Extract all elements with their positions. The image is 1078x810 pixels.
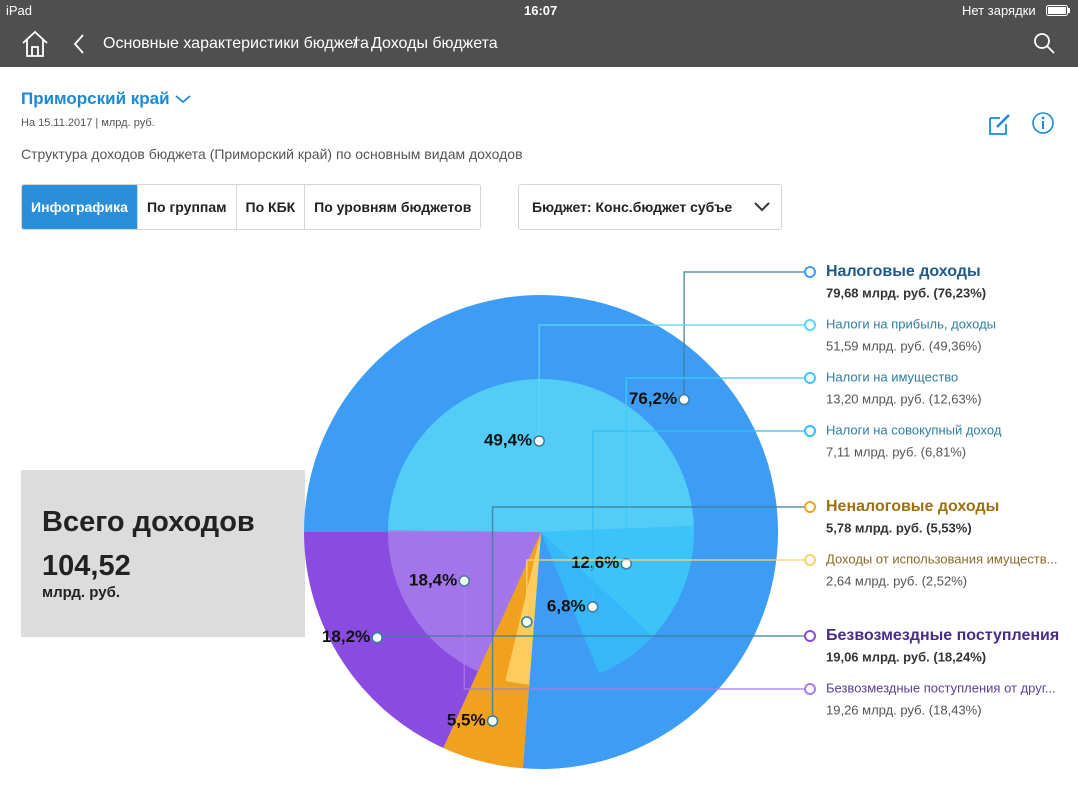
legend-item: Налоги на прибыль, доходы bbox=[826, 316, 996, 331]
description: Структура доходов бюджета (Приморский кр… bbox=[21, 146, 523, 162]
tab[interactable]: По группам bbox=[136, 185, 236, 229]
breadcrumb-link[interactable]: Основные характеристики бюджета bbox=[103, 35, 369, 52]
data-label: 49,4% bbox=[484, 431, 532, 450]
data-label: 5,5% bbox=[447, 710, 486, 729]
label-marker bbox=[486, 715, 499, 727]
data-label: 76,2% bbox=[629, 389, 677, 408]
legend-marker bbox=[804, 372, 816, 384]
legend-detail: 51,59 млрд. руб. (49,36%) bbox=[826, 338, 982, 353]
tab[interactable]: Инфографика bbox=[22, 185, 137, 229]
label-marker bbox=[620, 557, 633, 570]
tab-bar: Инфографика По группам По КБК По уровням бю… bbox=[21, 184, 482, 230]
legend-marker bbox=[804, 425, 816, 437]
top-bar: iPad 16:07 Нет зарядки Основные характер… bbox=[0, 0, 1078, 67]
legend-item: Доходы от использования имуществ... bbox=[826, 551, 1057, 566]
legend-item: Налоги на совокупный доход bbox=[826, 422, 1002, 437]
legend-marker bbox=[804, 630, 816, 642]
pie-sub-slice bbox=[505, 532, 541, 685]
tab[interactable]: По уровням бюджетов bbox=[304, 185, 481, 229]
connector-line bbox=[526, 559, 805, 622]
legend-group: Налоговые доходы bbox=[826, 263, 981, 280]
total-label: Всего доходов bbox=[42, 506, 255, 538]
legend-group: Безвозмездные поступления bbox=[826, 627, 1059, 644]
connector-line bbox=[538, 324, 805, 442]
legend-group: Неналоговые доходы bbox=[826, 498, 999, 515]
legend-detail: 19,06 млрд. руб. (18,24%) bbox=[826, 649, 986, 664]
battery-icon bbox=[1046, 5, 1070, 16]
legend-detail: 2,64 млрд. руб. (2,52%) bbox=[826, 573, 967, 588]
pie-sub-slice bbox=[388, 378, 694, 532]
connector-line bbox=[625, 377, 805, 564]
data-label: 18,4% bbox=[409, 570, 457, 589]
region-select[interactable]: Приморский край bbox=[21, 89, 192, 109]
connector-line bbox=[591, 430, 805, 607]
edit-button[interactable] bbox=[987, 111, 1013, 137]
chevron bbox=[754, 202, 770, 212]
breadcrumb-current: Доходы бюджета bbox=[371, 35, 498, 52]
legend-item: Налоги на имущество bbox=[826, 369, 958, 384]
legend-item: Безвозмездные поступления от друг... bbox=[826, 680, 1056, 695]
search-button[interactable] bbox=[1033, 32, 1057, 56]
legend-detail: 79,68 млрд. руб. (76,23%) bbox=[826, 285, 986, 300]
legend-detail: 7,11 млрд. руб. (6,81%) bbox=[826, 444, 966, 459]
connector-line bbox=[683, 271, 805, 400]
total-box bbox=[21, 470, 305, 637]
legend-marker bbox=[804, 319, 816, 331]
legend-detail: 13,20 млрд. руб. (12,63%) bbox=[826, 391, 982, 406]
home-button[interactable] bbox=[20, 28, 50, 58]
date-unit: На 15.11.2017 | млрд. руб. bbox=[21, 117, 155, 129]
legend-detail: 5,78 млрд. руб. (5,53%) bbox=[826, 520, 972, 535]
budget-dropdown[interactable]: Бюджет: Конс.бюджет субъе bbox=[518, 184, 782, 230]
budget-label: Бюджет: Конс.бюджет субъе bbox=[532, 199, 733, 215]
info-button[interactable] bbox=[1031, 111, 1057, 137]
total-unit: млрд. руб. bbox=[42, 584, 121, 601]
legend-marker bbox=[804, 266, 816, 278]
label-marker bbox=[533, 435, 545, 447]
data-label: 6,8% bbox=[547, 596, 586, 615]
device-name: iPad bbox=[6, 3, 33, 18]
data-label: 12,6% bbox=[571, 553, 619, 572]
label-marker bbox=[521, 616, 533, 628]
label-marker bbox=[458, 575, 471, 587]
breadcrumb-separator: / bbox=[353, 35, 358, 52]
connector-line bbox=[463, 580, 805, 690]
legend-marker bbox=[804, 554, 816, 566]
legend-marker bbox=[804, 683, 816, 695]
data-label: 18,2% bbox=[322, 627, 370, 646]
chevron bbox=[175, 95, 191, 104]
region-name: Приморский край bbox=[21, 89, 170, 108]
pie-sub-slice bbox=[541, 532, 653, 674]
back-button[interactable] bbox=[72, 33, 86, 55]
clock: 16:07 bbox=[524, 3, 558, 18]
label-marker bbox=[371, 631, 383, 644]
tab[interactable]: По КБК bbox=[235, 185, 305, 229]
total-value: 104,52 bbox=[42, 550, 131, 582]
label-marker bbox=[586, 601, 599, 613]
legend-marker bbox=[804, 501, 816, 513]
pie-sub-slice bbox=[541, 525, 694, 637]
legend-detail: 19,26 млрд. руб. (18,43%) bbox=[826, 702, 982, 717]
connector-line bbox=[491, 506, 805, 721]
battery-status: Нет зарядки bbox=[962, 3, 1036, 18]
label-marker bbox=[678, 393, 690, 406]
